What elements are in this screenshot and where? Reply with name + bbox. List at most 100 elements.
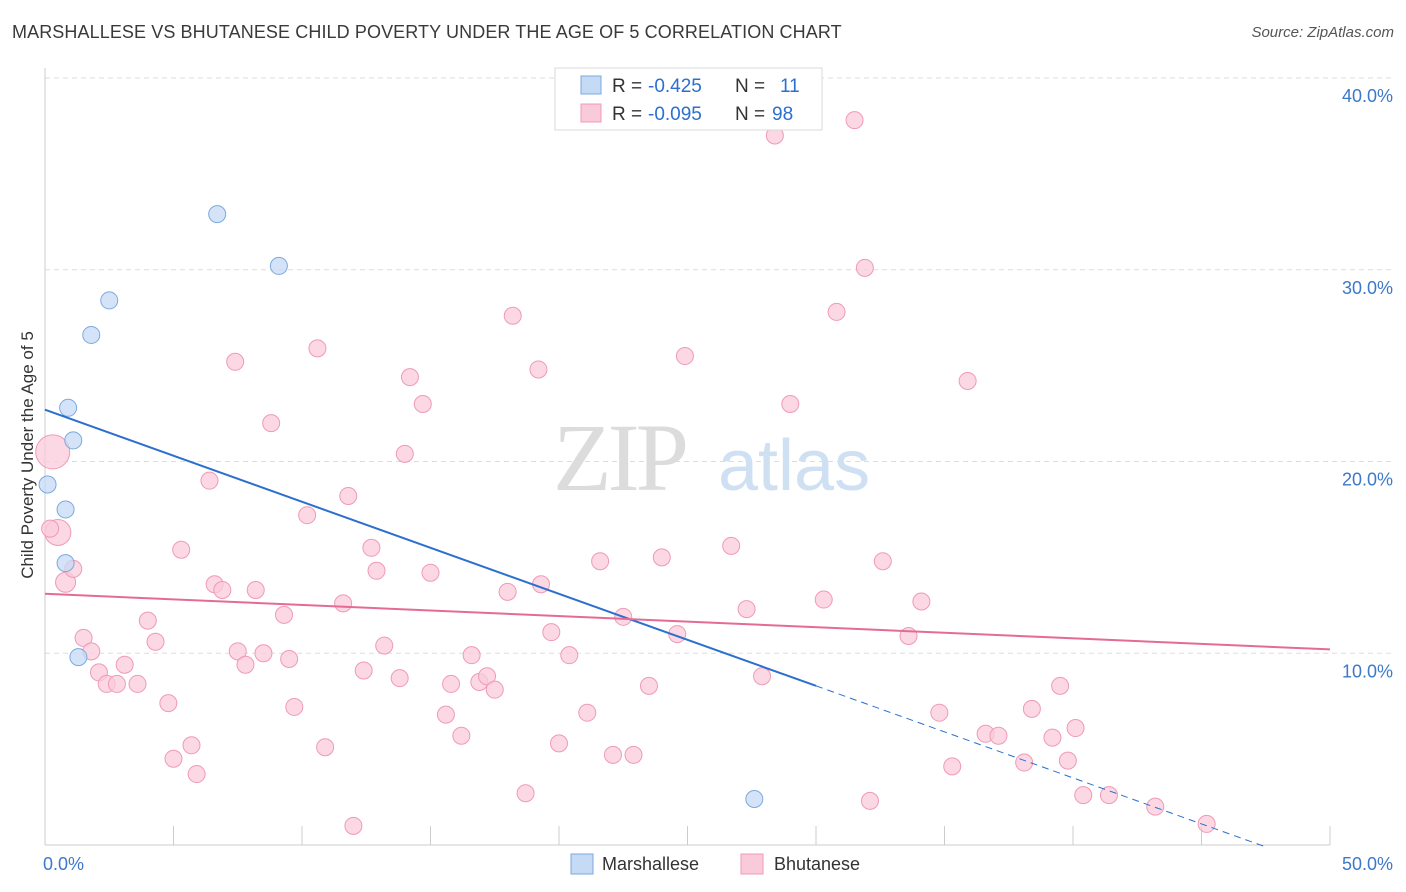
bhutanese-point-28 xyxy=(280,650,299,669)
bhutanese-point-33 xyxy=(334,594,353,613)
y-axis-title: Child Poverty Under the Age of 5 xyxy=(18,331,37,579)
stats-r-value-2: -0.095 xyxy=(648,104,702,125)
trend-line-bhutanese xyxy=(44,592,1331,651)
bhutanese-point-66 xyxy=(652,548,671,567)
bhutanese-point-53 xyxy=(503,306,522,325)
bhutanese-point-74 xyxy=(814,590,833,609)
bhutanese-point-92 xyxy=(1066,719,1085,738)
bhutanese-point-30 xyxy=(298,506,317,525)
bhutanese-point-9 xyxy=(115,655,134,674)
bhutanese-point-45 xyxy=(436,705,455,724)
marshallese-point-5 xyxy=(69,648,88,667)
bhutanese-point-20 xyxy=(213,580,232,599)
marshallese-point-6 xyxy=(82,325,101,344)
marshallese-point-8 xyxy=(208,205,227,224)
y-tick-label-20: 20.0% xyxy=(1342,470,1393,490)
bhutanese-point-35 xyxy=(344,816,363,835)
bhutanese-point-73 xyxy=(781,394,800,413)
bhutanese-point-27 xyxy=(275,605,294,624)
series-legend: Marshallese Bhutanese xyxy=(570,853,860,875)
bhutanese-point-64 xyxy=(624,745,643,764)
bhutanese-point-46 xyxy=(442,674,461,693)
stats-legend-swatch-bhutanese xyxy=(580,103,602,123)
marshallese-point-10 xyxy=(745,789,764,808)
x-ticks xyxy=(44,826,1331,845)
bhutanese-point-75 xyxy=(827,302,846,321)
legend-swatch-marshallese xyxy=(570,853,594,875)
chart-title: MARSHALLESE VS BHUTANESE CHILD POVERTY U… xyxy=(12,22,842,42)
bhutanese-point-89 xyxy=(1043,728,1062,747)
bhutanese-point-13 xyxy=(159,694,178,713)
gridlines xyxy=(45,77,1392,654)
bhutanese-point-97 xyxy=(41,519,60,538)
bhutanese-point-26 xyxy=(262,414,281,433)
bhutanese-point-81 xyxy=(912,592,931,611)
marshallese-point-9 xyxy=(269,256,288,275)
stats-n-value-2: 98 xyxy=(772,104,793,125)
y-tick-label-30: 30.0% xyxy=(1342,278,1393,298)
x-tick-label-max: 50.0% xyxy=(1342,854,1393,874)
bhutanese-point-93 xyxy=(1074,786,1093,805)
bhutanese-point-79 xyxy=(873,552,892,571)
y-tick-label-40: 40.0% xyxy=(1342,86,1393,106)
stats-r-value-1: -0.425 xyxy=(648,76,702,97)
source-label: Source: ZipAtlas.com xyxy=(1251,24,1394,41)
bhutanese-point-34 xyxy=(339,487,358,506)
stats-legend: R = -0.425 N = 11 R = -0.095 N = 98 xyxy=(554,67,823,131)
marshallese-point-0 xyxy=(38,475,57,494)
watermark-zip: ZIP xyxy=(553,404,686,511)
bhutanese-point-37 xyxy=(362,538,381,557)
marshallese-point-7 xyxy=(100,291,119,310)
bhutanese-point-47 xyxy=(452,726,471,745)
bhutanese-point-31 xyxy=(308,339,327,358)
bhutanese-point-11 xyxy=(138,611,157,630)
bhutanese-point-61 xyxy=(591,552,610,571)
bhutanese-point-94 xyxy=(1099,786,1118,805)
bhutanese-point-57 xyxy=(542,623,561,642)
bhutanese-point-55 xyxy=(529,360,548,379)
bhutanese-point-24 xyxy=(246,580,265,599)
bhutanese-point-90 xyxy=(1051,676,1070,695)
stats-n-label-1: N = xyxy=(735,76,765,97)
bhutanese-point-77 xyxy=(855,258,874,277)
y-tick-labels: 10.0% 20.0% 30.0% 40.0% xyxy=(1342,86,1393,681)
watermark-atlas: atlas xyxy=(718,426,870,506)
bhutanese-point-88 xyxy=(1022,699,1041,718)
marshallese-point-4 xyxy=(64,431,83,450)
bhutanese-point-14 xyxy=(164,749,183,768)
bhutanese-point-36 xyxy=(354,661,373,680)
bhutanese-point-0 xyxy=(35,434,71,470)
x-tick-label-min: 0.0% xyxy=(43,854,84,874)
bhutanese-point-91 xyxy=(1058,751,1077,770)
bhutanese-point-41 xyxy=(395,444,414,463)
bhutanese-point-32 xyxy=(316,738,335,757)
bhutanese-point-38 xyxy=(367,561,386,580)
bhutanese-point-44 xyxy=(421,563,440,582)
stats-n-label-2: N = xyxy=(735,104,765,125)
bhutanese-point-8 xyxy=(107,674,126,693)
bhutanese-point-15 xyxy=(172,540,191,559)
bhutanese-point-22 xyxy=(228,642,247,661)
bhutanese-point-18 xyxy=(200,471,219,490)
series-bhutanese-points xyxy=(35,111,1216,835)
legend-label-bhutanese: Bhutanese xyxy=(774,854,860,874)
bhutanese-point-60 xyxy=(578,703,597,722)
marshallese-point-3 xyxy=(59,398,78,417)
bhutanese-point-43 xyxy=(413,394,432,413)
bhutanese-point-42 xyxy=(400,368,419,387)
bhutanese-point-10 xyxy=(128,674,147,693)
bhutanese-point-82 xyxy=(930,703,949,722)
bhutanese-point-68 xyxy=(675,347,694,366)
bhutanese-point-4 xyxy=(74,628,93,647)
trend-line-marshallese-extension xyxy=(815,685,1266,848)
trend-line-marshallese xyxy=(44,408,817,687)
bhutanese-point-51 xyxy=(485,680,504,699)
bhutanese-point-17 xyxy=(187,765,206,784)
bhutanese-point-54 xyxy=(516,784,535,803)
bhutanese-point-21 xyxy=(226,352,245,371)
bhutanese-point-78 xyxy=(860,791,879,810)
bhutanese-point-62 xyxy=(603,745,622,764)
stats-r-label-1: R = xyxy=(612,76,642,97)
bhutanese-point-12 xyxy=(146,632,165,651)
